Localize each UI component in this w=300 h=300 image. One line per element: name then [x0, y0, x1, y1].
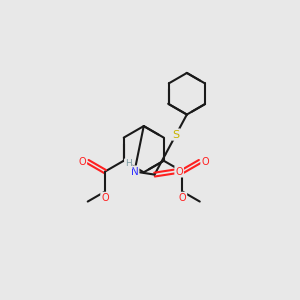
Text: O: O	[79, 157, 86, 166]
Text: N: N	[130, 167, 138, 176]
Text: O: O	[101, 193, 109, 203]
Text: S: S	[172, 130, 180, 140]
Text: H: H	[125, 159, 132, 168]
Text: O: O	[175, 167, 183, 176]
Text: O: O	[201, 157, 209, 166]
Text: O: O	[178, 193, 186, 203]
